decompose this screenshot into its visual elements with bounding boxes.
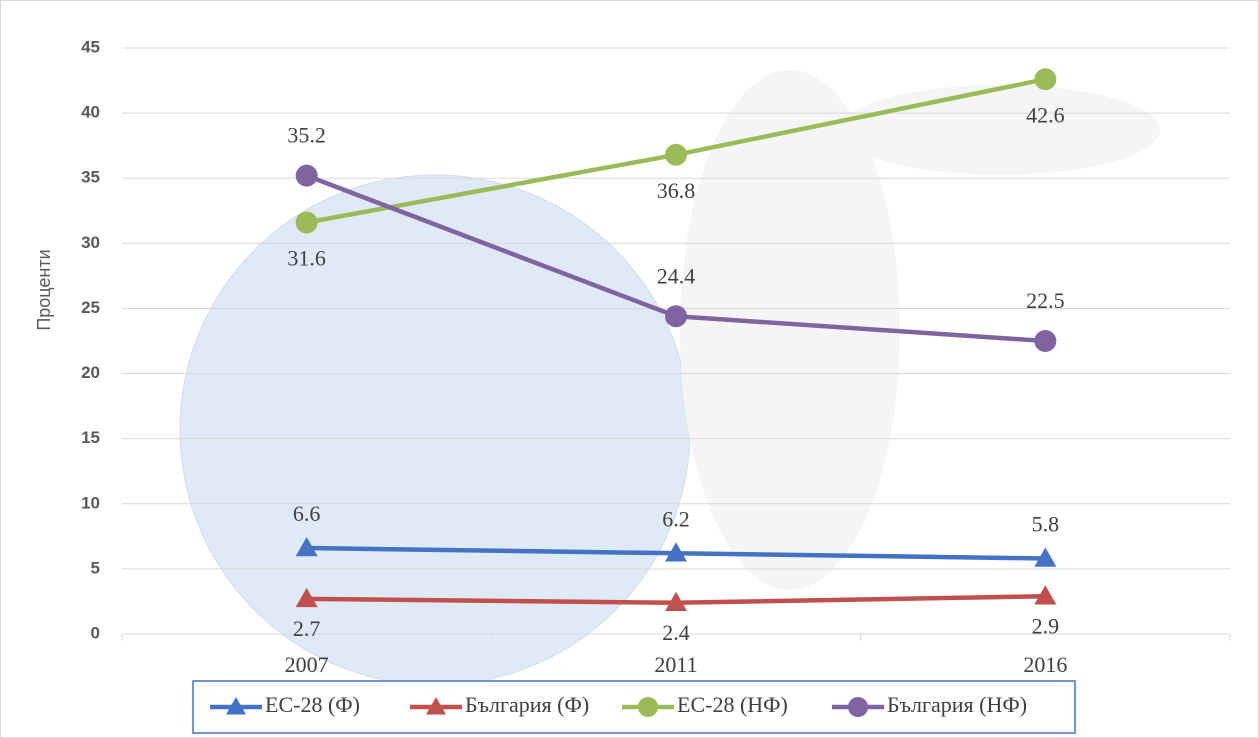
marker (665, 305, 687, 328)
legend-label: ЕС-28 (НФ) (677, 692, 788, 717)
legend-item: ЕС-28 (Ф) (210, 692, 360, 717)
background-art (179, 70, 1160, 686)
marker (1034, 68, 1057, 91)
y-tick-label: 10 (81, 493, 100, 512)
y-tick-label: 15 (81, 428, 100, 447)
y-axis-title: Проценти (34, 249, 54, 330)
data-label: 5.8 (1032, 512, 1060, 537)
legend-label: България (Ф) (465, 692, 589, 717)
marker (295, 164, 318, 187)
data-label: 31.6 (287, 246, 326, 271)
marker (665, 542, 687, 562)
data-label: 24.4 (657, 263, 696, 288)
legend-label: ЕС-28 (Ф) (265, 692, 360, 717)
x-tick-label: 2011 (654, 652, 697, 677)
y-tick-label: 45 (81, 37, 100, 56)
marker (665, 143, 687, 166)
legend-label: България (НФ) (887, 692, 1027, 717)
y-tick-label: 40 (81, 103, 100, 122)
data-label: 42.6 (1026, 102, 1065, 127)
legend-item: България (Ф) (410, 692, 589, 717)
y-tick-label: 20 (81, 363, 100, 382)
marker (665, 591, 687, 611)
data-label: 22.5 (1026, 288, 1065, 313)
marker (426, 697, 446, 715)
data-label: 35.2 (287, 123, 326, 148)
y-tick-label: 0 (91, 623, 100, 642)
y-tick-label: 35 (81, 168, 100, 187)
marker (848, 697, 868, 717)
marker (1034, 330, 1057, 352)
marker (1034, 585, 1057, 605)
y-tick-label: 5 (91, 558, 100, 577)
marker (295, 537, 318, 557)
data-label: 6.6 (293, 501, 321, 526)
y-tick-label: 25 (81, 298, 100, 317)
data-label: 36.8 (657, 178, 696, 203)
data-label: 2.4 (662, 620, 690, 645)
data-label: 6.2 (662, 506, 690, 531)
marker (295, 211, 318, 234)
data-label: 2.7 (293, 616, 321, 641)
marker (1034, 547, 1057, 567)
marker (226, 697, 246, 715)
legend-item: ЕС-28 (НФ) (622, 692, 788, 717)
x-tick-label: 2007 (285, 652, 329, 677)
y-tick-label: 30 (81, 233, 100, 252)
data-label: 2.9 (1032, 613, 1060, 638)
legend-item: България (НФ) (832, 692, 1027, 717)
marker (638, 697, 658, 717)
marker (295, 587, 318, 608)
x-tick-label: 2016 (1023, 652, 1067, 677)
